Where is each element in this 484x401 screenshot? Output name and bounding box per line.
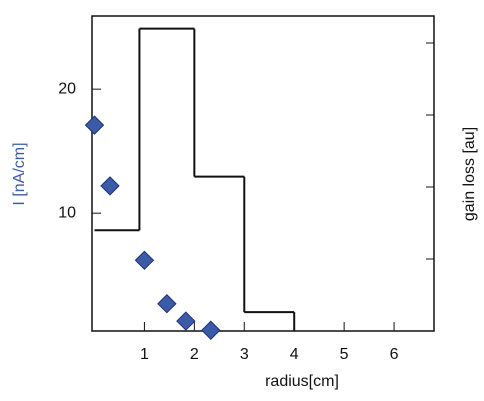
x-tick-label: 5 — [340, 346, 349, 363]
y2-axis-label: gain loss [au] — [461, 127, 478, 221]
data-point — [134, 250, 155, 271]
data-point — [176, 311, 196, 331]
y-axis-label: I [nA/cm] — [11, 142, 28, 205]
y-tick-label: 10 — [58, 204, 76, 221]
data-point — [201, 320, 221, 340]
data-point — [100, 176, 120, 196]
x-tick-label: 1 — [140, 346, 149, 363]
plot-frame — [91, 15, 435, 332]
x-tick-label: 4 — [290, 346, 299, 363]
right-axis-ticks — [426, 42, 434, 260]
y-tick-label: 20 — [58, 80, 76, 97]
x-tick-label: 2 — [190, 346, 199, 363]
x-axis-label: radius[cm] — [265, 373, 339, 390]
data-point — [157, 294, 177, 314]
x-tick-label: 3 — [240, 346, 249, 363]
x-tick-label: 6 — [390, 346, 399, 363]
data-point — [84, 115, 105, 135]
